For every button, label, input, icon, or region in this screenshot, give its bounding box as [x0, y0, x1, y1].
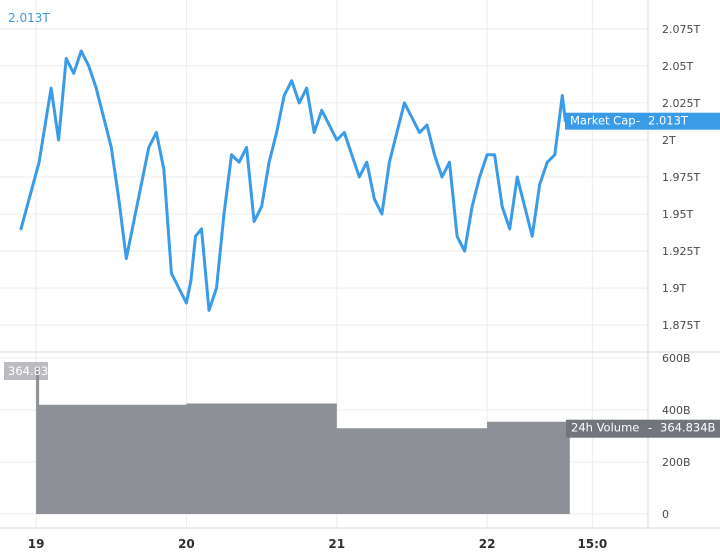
market-cap-badge	[565, 112, 720, 130]
volume-panel	[36, 367, 570, 514]
x-tick-label: 15:0	[577, 537, 607, 551]
volume-badge-label: 24h Volume	[571, 421, 639, 435]
volume-corner-bg	[4, 362, 48, 380]
axes	[0, 0, 720, 529]
y-tick-label-market-cap: 2.05T	[662, 60, 693, 73]
y-tick-label-market-cap: 1.95T	[662, 208, 693, 221]
y-tick-label-market-cap: 1.875T	[662, 319, 700, 332]
market-cap-corner-value: 2.013T	[8, 11, 50, 25]
y-tick-label-volume: 0	[662, 508, 669, 521]
y-tick-label-market-cap: 2T	[662, 134, 676, 147]
volume-badge-separator: -	[648, 421, 652, 435]
market-cap-panel	[19, 49, 567, 312]
market-cap-badge-value: 2.013T	[648, 114, 689, 128]
y-tick-label-market-cap: 1.975T	[662, 171, 700, 184]
x-tick-label: 21	[328, 537, 345, 551]
x-tick-label: 20	[178, 537, 195, 551]
y-tick-label-market-cap: 1.925T	[662, 245, 700, 258]
labels: 2.075T 2.05T 2.025T 2T 1.975T 1.95T 1.925T 1.9T…	[4, 11, 720, 551]
market-cap-line	[19, 49, 567, 312]
y-tick-label-market-cap: 2.075T	[662, 23, 700, 36]
y-tick-label-volume: 400B	[662, 404, 691, 417]
market-cap-badge-label: Market Cap	[570, 114, 636, 128]
volume-badge	[566, 419, 720, 438]
market-cap-badge-separator: -	[636, 114, 640, 128]
volume-badge-value: 364.834B	[660, 421, 716, 435]
volume-corner-value: 364.834B	[8, 364, 64, 378]
y-tick-label-volume: 600B	[662, 352, 691, 365]
y-tick-label-volume: 200B	[662, 456, 691, 469]
x-tick-label: 19	[28, 537, 45, 551]
x-tick-label: 22	[479, 537, 496, 551]
volume-area	[36, 367, 570, 514]
y-tick-label-market-cap: 2.025T	[662, 97, 700, 110]
y-tick-label-market-cap: 1.9T	[662, 282, 686, 295]
